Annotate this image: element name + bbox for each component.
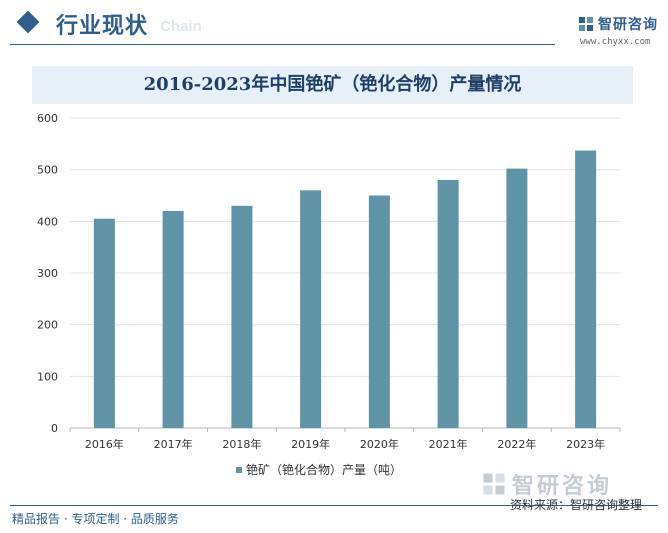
bar — [368, 195, 390, 428]
legend-swatch — [236, 466, 242, 473]
watermark-text: 智研咨询 — [512, 474, 613, 499]
y-tick-label: 400 — [37, 215, 58, 228]
footer-source: 资料来源：智研咨询整理 — [510, 498, 643, 512]
x-tick-label: 2016年 — [85, 437, 124, 451]
bar — [575, 150, 597, 429]
y-tick-label: 0 — [51, 422, 58, 435]
section-title: 行业现状 — [56, 14, 149, 39]
y-tick-label: 300 — [37, 267, 58, 280]
x-tick-label: 2022年 — [497, 437, 536, 451]
watermark-logo-icon — [483, 473, 505, 495]
y-axis: 600 500 400 300 200 100 0 — [37, 112, 58, 435]
y-tick-label: 600 — [37, 112, 58, 125]
brand-name: 智研咨询 — [598, 17, 658, 33]
header-divider — [10, 44, 555, 45]
bar — [231, 205, 253, 428]
section-subtitle: Chain — [160, 18, 202, 35]
bar — [300, 190, 322, 428]
chart-legend: 铯矿（铯化合物）产量（吨） — [236, 461, 402, 478]
x-tick-label: 2017年 — [154, 437, 193, 451]
x-tick-label: 2018年 — [222, 437, 261, 451]
chart-title: 2016-2023年中国铯矿（铯化合物）产量情况 — [143, 74, 522, 95]
bar — [437, 180, 459, 428]
x-tick-label: 2019年 — [291, 437, 330, 451]
bar — [506, 168, 528, 428]
bar — [93, 218, 115, 428]
x-tick-label: 2021年 — [429, 437, 468, 451]
x-axis: 2016年 2017年 2018年 2019年 2020年 2021年 2022年 2023年 — [69, 428, 621, 451]
footer-divider — [10, 505, 658, 506]
page-header: 行业现状 Chain 智研咨询 www.chyxx.com — [0, 0, 668, 52]
legend-label: 铯矿（铯化合物）产量（吨） — [246, 463, 403, 477]
x-tick-label: 2020年 — [360, 437, 399, 451]
y-tick-label: 200 — [37, 319, 58, 332]
watermark-logo: 智研咨询 — [482, 468, 612, 500]
brand-logo: 智研咨询 — [578, 14, 658, 34]
bar-series — [93, 150, 597, 429]
chart-title-band — [32, 66, 633, 104]
y-tick-label: 500 — [37, 164, 58, 177]
brand-logo-icon — [579, 17, 593, 31]
footer-slogan: 精品报告 · 专项定制 · 品质服务 — [12, 512, 179, 526]
y-tick-label: 100 — [37, 370, 58, 383]
chart-grid — [70, 117, 620, 429]
bar — [162, 211, 184, 428]
brand-url: www.chyxx.com — [580, 37, 651, 47]
x-tick-label: 2023年 — [566, 437, 605, 451]
